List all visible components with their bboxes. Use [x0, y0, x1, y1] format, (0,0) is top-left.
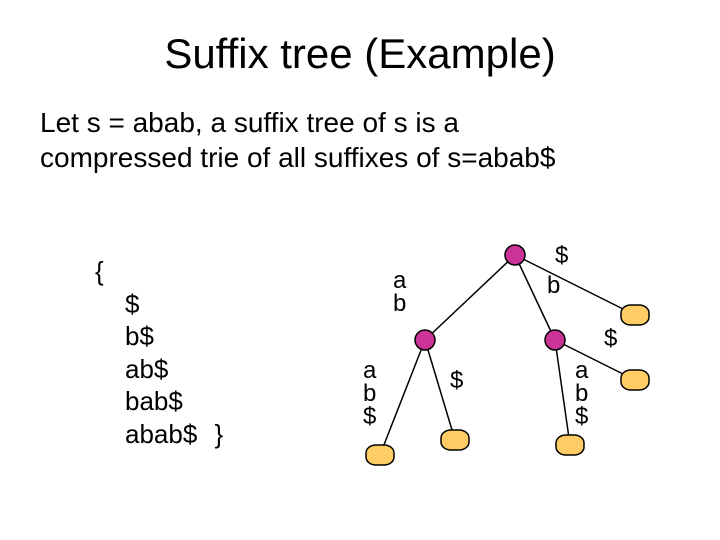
suffix-item: abab$: [125, 419, 197, 449]
edge-label: b: [547, 275, 560, 298]
page-title: Suffix tree (Example): [0, 30, 720, 78]
edge-label: a b: [393, 270, 406, 316]
suffix-tree-diagram: a b $ b a b $ $ a b $ $: [345, 235, 685, 515]
body-text: Let s = abab, a suffix tree of s is a co…: [40, 105, 680, 175]
suffix-item: bab$: [125, 385, 223, 418]
body-line-2: compressed trie of all suffixes of s=aba…: [40, 142, 555, 173]
suffix-item: $: [125, 288, 223, 321]
edge-label: $: [555, 245, 568, 268]
edge-label: $: [604, 328, 617, 351]
edge-label: a b $: [575, 360, 588, 428]
slide: Suffix tree (Example) Let s = abab, a su…: [0, 0, 720, 540]
suffix-set: { $ b$ ab$ bab$ abab$ }: [95, 255, 223, 450]
edge-label: $: [450, 370, 463, 393]
brace-close: }: [215, 419, 224, 449]
suffix-item: ab$: [125, 353, 223, 386]
body-line-1: Let s = abab, a suffix tree of s is a: [40, 107, 459, 138]
suffix-item: b$: [125, 320, 223, 353]
brace-open: {: [95, 255, 223, 288]
edge-label: a b $: [363, 360, 376, 428]
